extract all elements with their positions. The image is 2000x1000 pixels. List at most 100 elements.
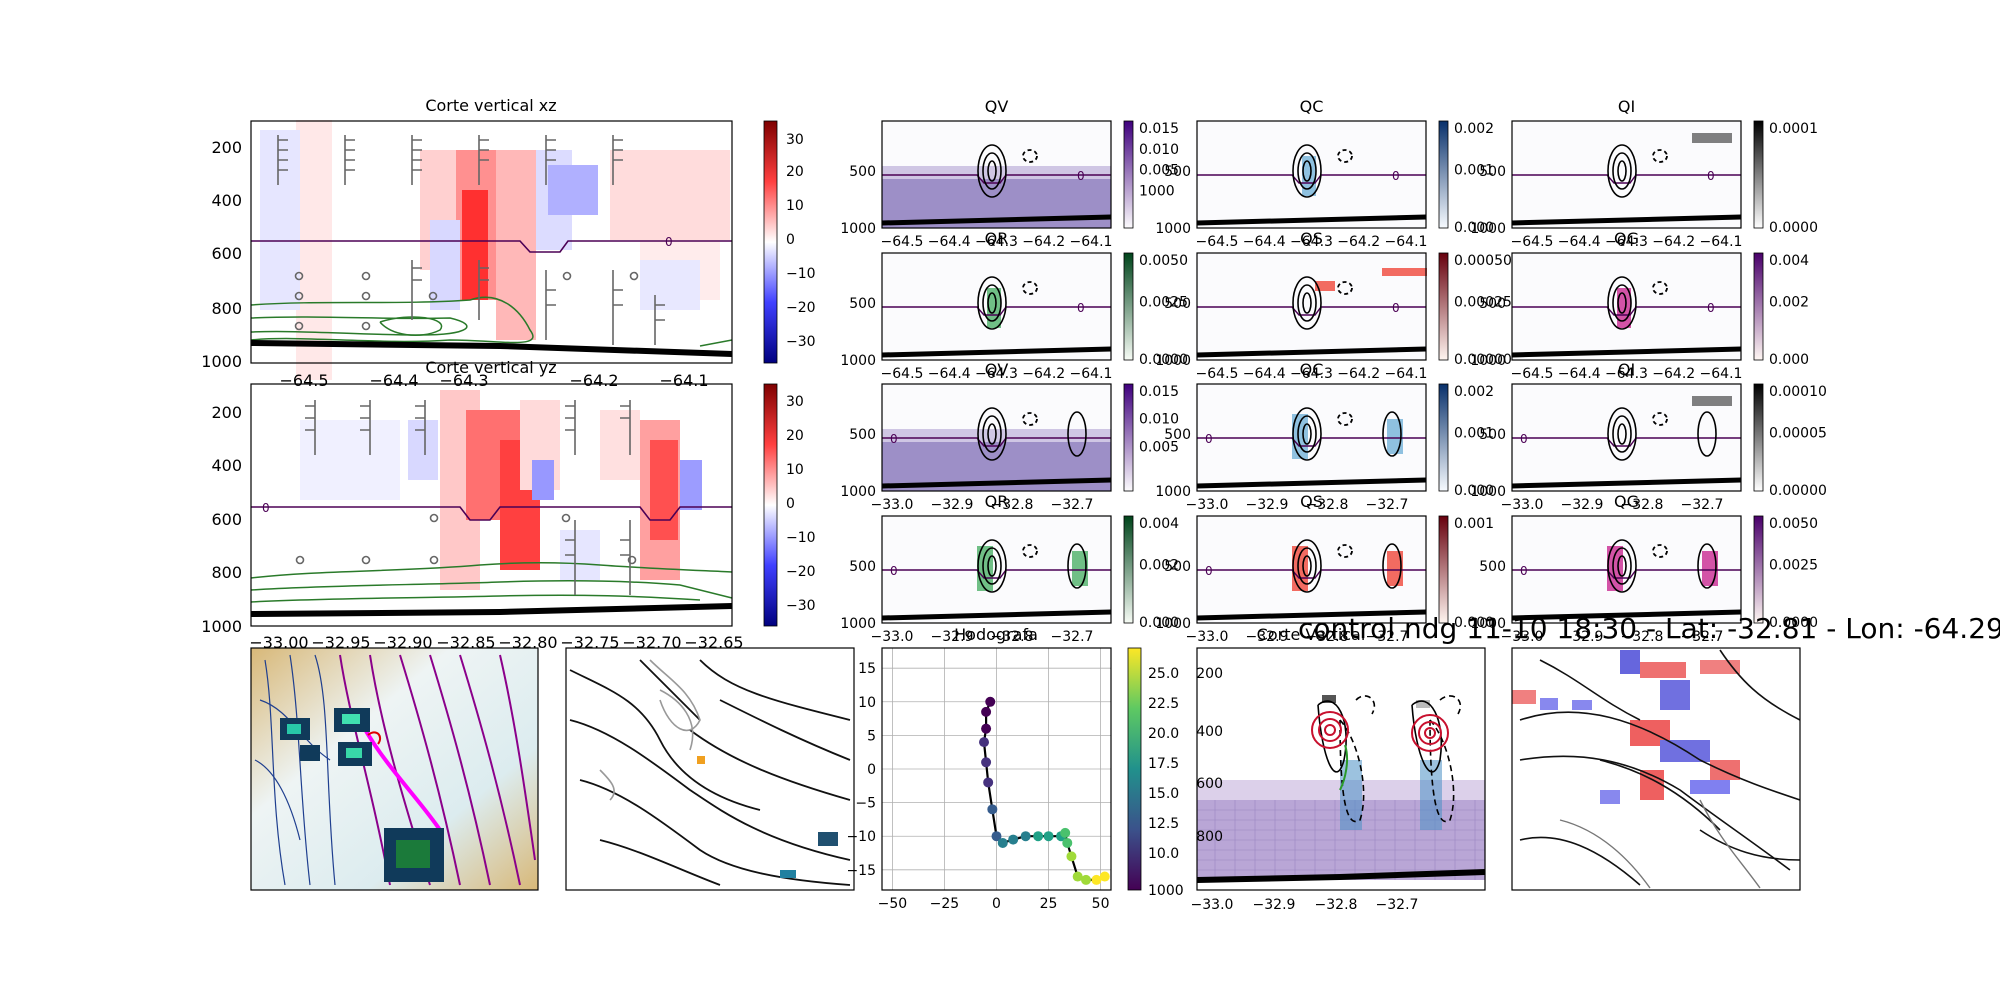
hydro-xtick: −64.3 [975, 366, 1018, 382]
hydro-blob [1292, 546, 1308, 591]
xz-ytick: 1000 [201, 352, 242, 371]
hydro-terrain [881, 477, 1112, 489]
cv-xtick: −33.0 [1191, 897, 1234, 913]
hydro-contour-dashed [1652, 544, 1668, 558]
hydro-xtick: −64.2 [1652, 234, 1695, 250]
hydro-contour [1297, 547, 1317, 585]
hydro-blob [1292, 414, 1308, 459]
hydro-colorbar [1753, 252, 1764, 361]
cv-ytick: 800 [1196, 829, 1223, 845]
hydro-xtick: −64.4 [1558, 234, 1601, 250]
hydro-panel-title: QV [985, 360, 1009, 379]
yz-frame [250, 383, 733, 627]
hydro-cbar-tick: 0.010 [1139, 142, 1179, 158]
hydro-xtick: −64.3 [1290, 366, 1333, 382]
hydro-xtick: −64.1 [1385, 234, 1428, 250]
hydro-xtick: −64.2 [1022, 234, 1065, 250]
hydro-colorbar [1438, 515, 1449, 624]
hydro-xtick: −64.2 [1337, 366, 1380, 382]
hodograph-cbar-tick: 22.5 [1148, 696, 1179, 712]
hydro-contour [1607, 539, 1637, 593]
yz-cbar-tick: −20 [786, 564, 816, 580]
hydro-blob [977, 546, 993, 591]
yz-cbar-tick: 0 [786, 496, 795, 512]
hydro-contour [982, 415, 1002, 453]
panel-xz: Corte vertical xz 0 [201, 96, 815, 390]
hydro-xtick: −64.1 [1070, 366, 1113, 382]
hydro-ytick: 500 [849, 559, 876, 575]
hydro-xtick: −33.0 [871, 497, 914, 513]
hodograph-cbar-tick: 17.5 [1148, 756, 1179, 772]
hodograph-ytick: 15 [858, 661, 876, 677]
hydro-contour [977, 539, 1007, 593]
hydro-cbar-tick: 0.002 [1139, 558, 1179, 574]
hydro-cbar-bottom: 0.000 [1454, 220, 1494, 236]
hydro-ytick: 1000 [1155, 221, 1191, 237]
map2-contours [599, 659, 701, 801]
hydro-ytick: 500 [1479, 164, 1506, 180]
xz-ytick: 200 [211, 138, 242, 157]
hydro-xtick: −64.1 [1070, 234, 1113, 250]
xz-cbar-tick: 20 [786, 164, 804, 180]
hydro-panel-title: QV [985, 97, 1009, 116]
hydro-colorbar [1753, 515, 1764, 624]
panel-yz: Corte vertical yz 0 [201, 358, 815, 652]
hydro-xtick: −64.5 [1196, 234, 1239, 250]
hydro-cbar-tick: 0.00025 [1454, 295, 1512, 311]
yz-xticks: −33.00 −32.95 −32.90 −32.85 −32.80 −32.7… [249, 633, 743, 652]
hydro-ytick: 500 [1479, 559, 1506, 575]
hydro-cbar-tick: 1000 [1139, 183, 1175, 199]
hydro-contour-label: 0 [1520, 564, 1528, 578]
hydro-xtick: −64.2 [1652, 366, 1695, 382]
map-panel-1 [250, 647, 539, 891]
hydro-contour [987, 555, 997, 577]
hydro-xtick: −32.8 [991, 629, 1034, 645]
hodograph-point [1062, 837, 1073, 848]
hydro-contour [1297, 152, 1317, 190]
cv-ytick: 200 [1196, 666, 1223, 682]
hydro-xtick: −64.5 [1196, 366, 1239, 382]
yz-ytick: 400 [211, 456, 242, 475]
hydro-frame [1196, 383, 1427, 492]
hydro-frame [1511, 252, 1742, 361]
hydro-contour-label: 0 [1392, 301, 1400, 315]
xz-frame [250, 120, 733, 364]
hydro-contour-dashed [1022, 281, 1038, 295]
xz-xtick: −64.3 [439, 371, 488, 390]
hydro-xtick: −32.8 [1306, 629, 1349, 645]
xz-freezing-level [251, 240, 732, 253]
cv-terrain [1196, 869, 1486, 883]
cv-xticks: −33.0 −32.9 −32.8 −32.7 [1191, 897, 1419, 913]
hydro-xtick: −32.8 [1306, 497, 1349, 513]
yz-cloud-contours [250, 562, 733, 603]
hydro-cbar-tick: 0.0025 [1139, 295, 1188, 311]
hodograph-xtick: 25 [1040, 896, 1058, 912]
hydro-xtick: −32.9 [1246, 497, 1289, 513]
hydro-cbar-bottom: 0.000 [1769, 352, 1809, 368]
xz-cbar-tick: −10 [786, 266, 816, 282]
hydro-terrain [881, 609, 1112, 621]
hydro-cbar-tick: 0.005 [1139, 439, 1179, 455]
hydro-cbar-tick: 0.010 [1139, 412, 1179, 428]
yz-cbar-tick: 30 [786, 394, 804, 410]
hydro-xtick: −64.5 [1511, 234, 1554, 250]
hydro-xtick: −64.3 [1290, 234, 1333, 250]
hodograph-xtick: −50 [878, 896, 908, 912]
map3-contours [1559, 799, 1761, 889]
hydro-xtick: −32.8 [1621, 497, 1664, 513]
xz-xtick: −64.4 [369, 371, 418, 390]
yz-xtick: −32.80 [498, 633, 557, 652]
hydro-cbar-tick: 0.004 [1139, 516, 1179, 532]
hydro-blob [1692, 396, 1732, 406]
hodograph-cbar-tick: 12.5 [1148, 816, 1179, 832]
hydro-ytick: 1000 [1470, 353, 1506, 369]
yz-xtick: −33.00 [249, 633, 308, 652]
hydro-xtick: −64.3 [1605, 366, 1648, 382]
hydro-freezing-level [1197, 174, 1426, 184]
hydro-cbar-tick: 0.002 [1454, 384, 1494, 400]
hydro-cbar-tick: 0.0025 [1769, 558, 1818, 574]
hydro-terrain [1196, 214, 1427, 226]
hydro-cbar-tick: 0.005 [1139, 163, 1179, 179]
